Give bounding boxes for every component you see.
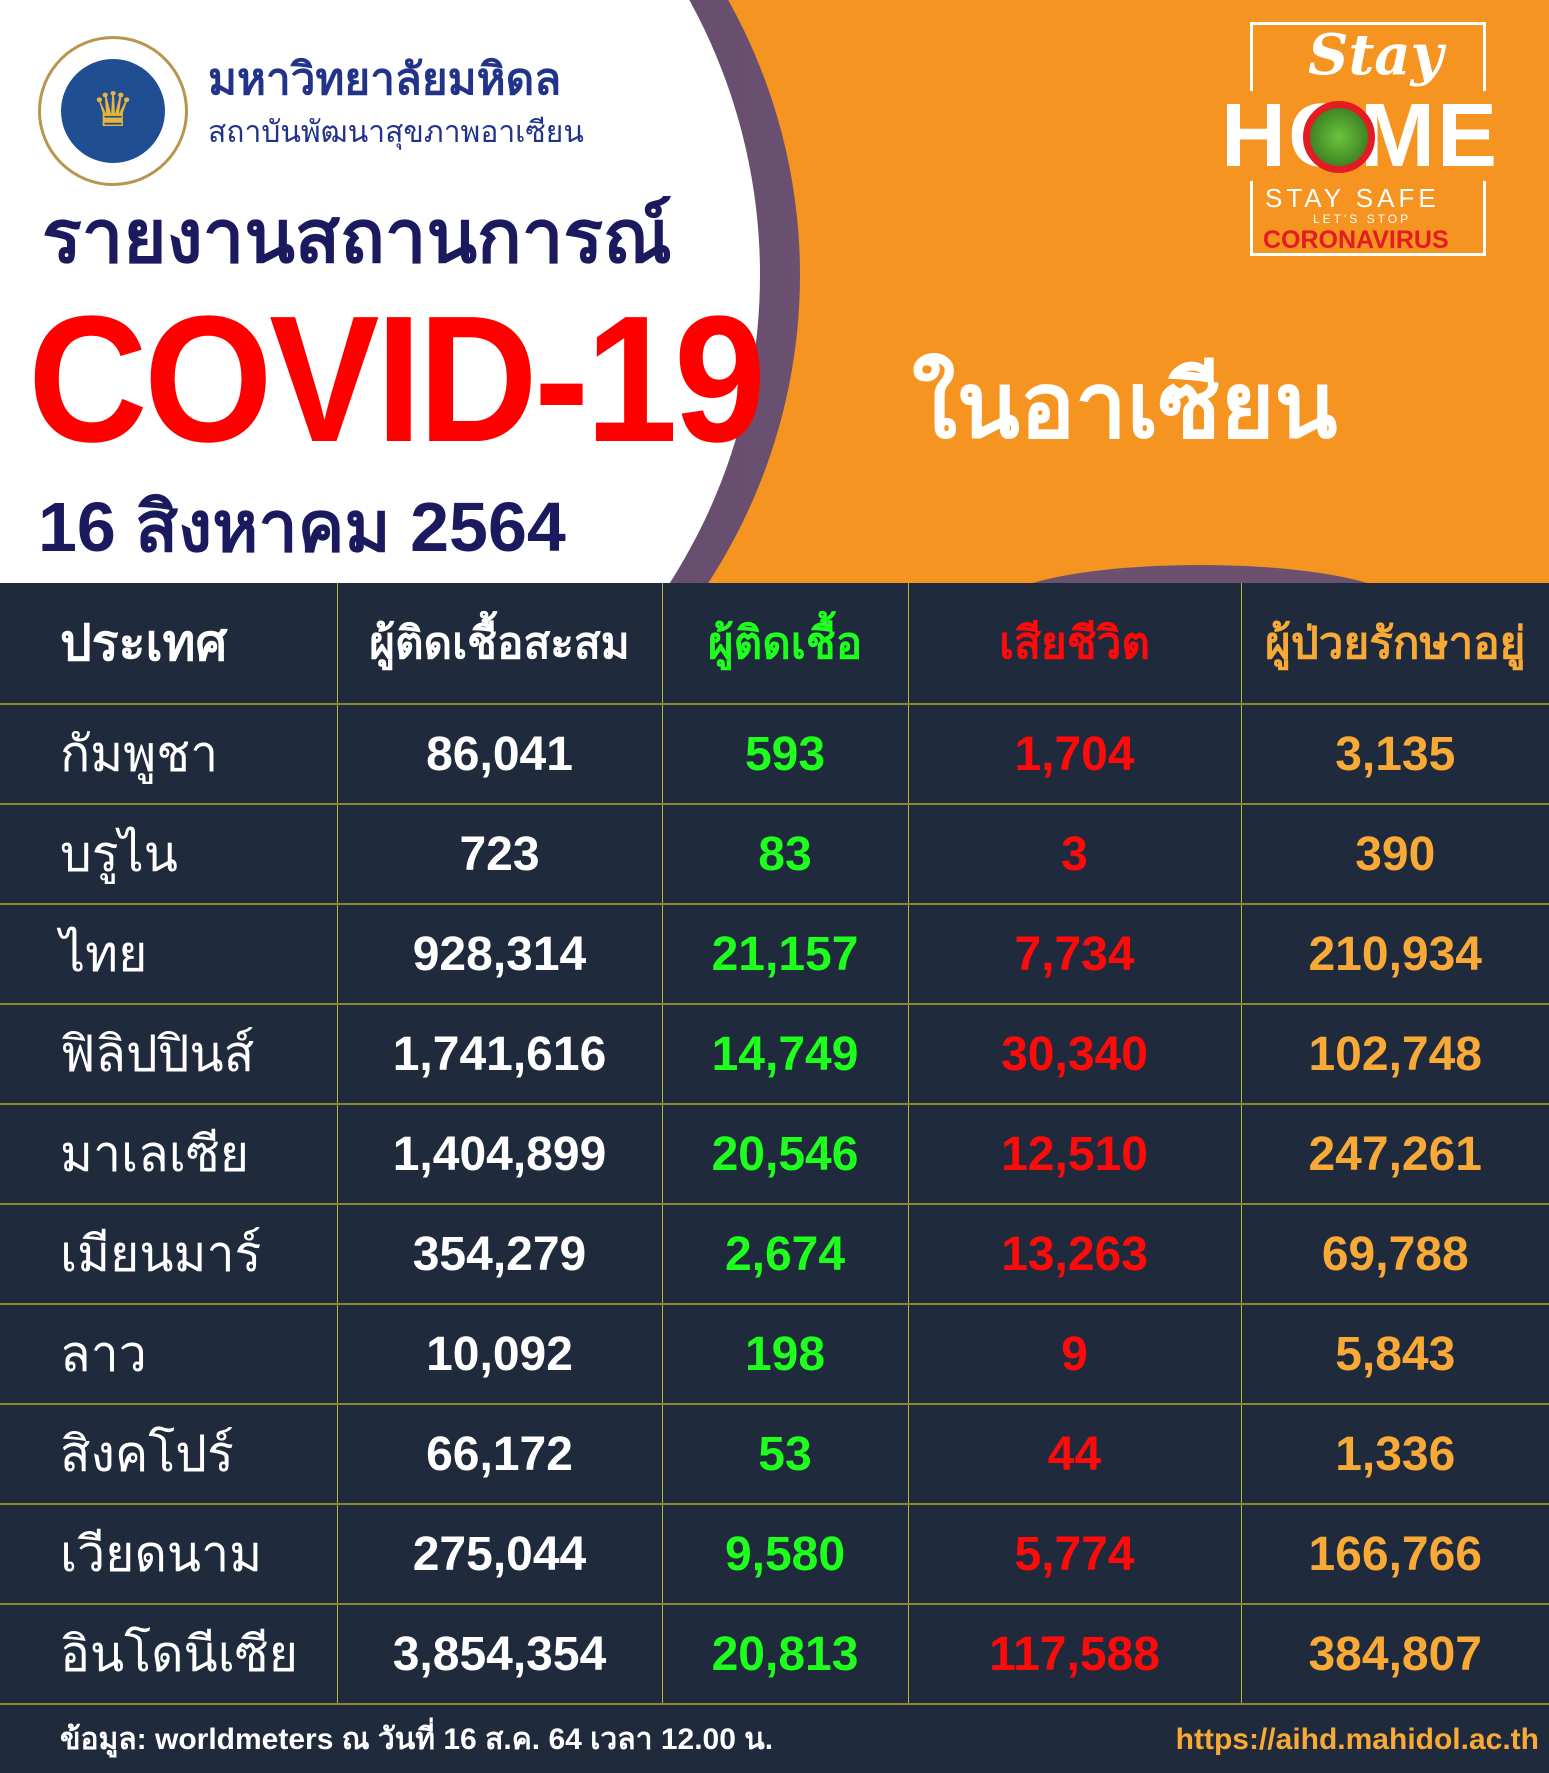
badge-stay-safe: STAY SAFE <box>1265 183 1440 213</box>
table-row: กัมพูชา 86,041 593 1,704 3,135 <box>0 704 1549 805</box>
cell-deaths: 44 <box>907 1404 1241 1505</box>
cell-new-cases: 21,157 <box>661 904 908 1005</box>
table-row: อินโดนีเซีย 3,854,354 20,813 117,588 384,807 <box>0 1604 1549 1705</box>
cell-new-cases: 53 <box>661 1404 908 1505</box>
cell-deaths: 7,734 <box>907 904 1241 1005</box>
covid-table: ประเทศ ผู้ติดเชื้อสะสม ผู้ติดเชื้อ เสียช… <box>0 583 1549 1705</box>
table-row: บรูไน 723 83 3 390 <box>0 804 1549 905</box>
source-note: ข้อมูล: worldmeters ณ วันที่ 16 ส.ค. 64 … <box>60 1723 774 1756</box>
institute-name: สถาบันพัฒนาสุขภาพอาเซียน <box>208 116 584 149</box>
cell-new-cases: 9,580 <box>661 1504 908 1605</box>
cell-new-cases: 20,813 <box>661 1604 908 1705</box>
cell-country: อินโดนีเซีย <box>0 1604 337 1705</box>
cell-total-cases: 354,279 <box>336 1204 662 1305</box>
crown-icon: ♛ <box>61 59 165 163</box>
cell-country: เวียดนาม <box>0 1504 337 1605</box>
cell-total-cases: 723 <box>336 804 662 905</box>
cell-deaths: 12,510 <box>907 1104 1241 1205</box>
cell-deaths: 9 <box>907 1304 1241 1405</box>
table-row: สิงคโปร์ 66,172 53 44 1,336 <box>0 1404 1549 1505</box>
cell-total-cases: 66,172 <box>336 1404 662 1505</box>
badge-stay: Stay <box>1308 22 1444 88</box>
cell-new-cases: 593 <box>661 704 908 805</box>
cell-active: 384,807 <box>1240 1604 1549 1705</box>
cell-total-cases: 10,092 <box>336 1304 662 1405</box>
cell-active: 1,336 <box>1240 1404 1549 1505</box>
virus-icon <box>1303 101 1375 173</box>
region-title: ในอาเซียน <box>912 355 1338 457</box>
cell-active: 247,261 <box>1240 1104 1549 1205</box>
cell-deaths: 117,588 <box>907 1604 1241 1705</box>
cell-active: 69,788 <box>1240 1204 1549 1305</box>
cell-country: ลาว <box>0 1304 337 1405</box>
cell-new-cases: 2,674 <box>661 1204 908 1305</box>
cell-deaths: 30,340 <box>907 1004 1241 1105</box>
header-deaths: เสียชีวิต <box>907 583 1241 705</box>
cell-active: 210,934 <box>1240 904 1549 1005</box>
cell-total-cases: 275,044 <box>336 1504 662 1605</box>
cell-new-cases: 14,749 <box>661 1004 908 1105</box>
table-row: ฟิลิปปินส์ 1,741,616 14,749 30,340 102,748 <box>0 1004 1549 1105</box>
table-row: มาเลเซีย 1,404,899 20,546 12,510 247,261 <box>0 1104 1549 1205</box>
cell-new-cases: 83 <box>661 804 908 905</box>
cell-country: สิงคโปร์ <box>0 1404 337 1505</box>
cell-total-cases: 3,854,354 <box>336 1604 662 1705</box>
cell-deaths: 5,774 <box>907 1504 1241 1605</box>
table-row: เวียดนาม 275,044 9,580 5,774 166,766 <box>0 1504 1549 1605</box>
table-header: ประเทศ ผู้ติดเชื้อสะสม ผู้ติดเชื้อ เสียช… <box>0 583 1549 705</box>
table-row: เมียนมาร์ 354,279 2,674 13,263 69,788 <box>0 1204 1549 1305</box>
cell-active: 390 <box>1240 804 1549 905</box>
cell-new-cases: 198 <box>661 1304 908 1405</box>
cell-country: ไทย <box>0 904 337 1005</box>
header-new-cases: ผู้ติดเชื้อ <box>661 583 908 705</box>
cell-country: เมียนมาร์ <box>0 1204 337 1305</box>
cell-country: บรูไน <box>0 804 337 905</box>
university-name: มหาวิทยาลัยมหิดล <box>208 55 562 104</box>
website-link[interactable]: https://aihd.mahidol.ac.th <box>1175 1723 1539 1756</box>
header-total-cases: ผู้ติดเชื้อสะสม <box>336 583 662 705</box>
cell-active: 102,748 <box>1240 1004 1549 1105</box>
stay-home-badge: Stay HOME STAY SAFE LET'S STOP CORONAVIR… <box>1219 22 1501 256</box>
cell-new-cases: 20,546 <box>661 1104 908 1205</box>
badge-home: HOME <box>1219 91 1501 181</box>
cell-active: 166,766 <box>1240 1504 1549 1605</box>
covid-title: COVID-19 <box>28 279 766 480</box>
header-active: ผู้ป่วยรักษาอยู่ <box>1240 583 1549 705</box>
header-banner: ♛ มหาวิทยาลัยมหิดล สถาบันพัฒนาสุขภาพอาเซ… <box>0 0 1549 583</box>
cell-deaths: 1,704 <box>907 704 1241 805</box>
cell-active: 3,135 <box>1240 704 1549 805</box>
decorative-hump <box>1000 565 1400 583</box>
table-row: ลาว 10,092 198 9 5,843 <box>0 1304 1549 1405</box>
cell-total-cases: 928,314 <box>336 904 662 1005</box>
cell-country: กัมพูชา <box>0 704 337 805</box>
report-date: 16 สิงหาคม 2564 <box>38 488 566 566</box>
cell-deaths: 13,263 <box>907 1204 1241 1305</box>
cell-deaths: 3 <box>907 804 1241 905</box>
header-country: ประเทศ <box>0 583 337 705</box>
badge-lets-stop: LET'S STOP <box>1313 212 1412 226</box>
cell-total-cases: 1,404,899 <box>336 1104 662 1205</box>
mahidol-logo: ♛ <box>38 36 188 186</box>
cell-country: ฟิลิปปินส์ <box>0 1004 337 1105</box>
cell-total-cases: 1,741,616 <box>336 1004 662 1105</box>
table-row: ไทย 928,314 21,157 7,734 210,934 <box>0 904 1549 1005</box>
badge-coronavirus: CORONAVIRUS <box>1263 226 1449 254</box>
cell-country: มาเลเซีย <box>0 1104 337 1205</box>
cell-total-cases: 86,041 <box>336 704 662 805</box>
cell-active: 5,843 <box>1240 1304 1549 1405</box>
report-title: รายงานสถานการณ์ <box>42 195 672 278</box>
